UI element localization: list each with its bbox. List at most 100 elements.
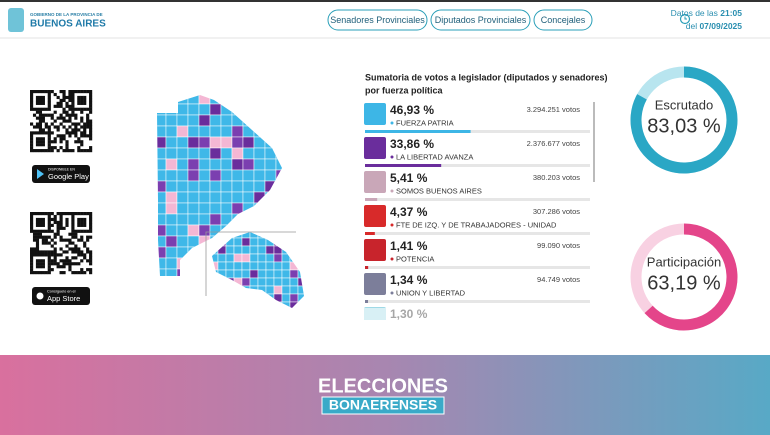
qr-cell [80, 119, 84, 123]
county [233, 301, 243, 308]
qr-cell [77, 140, 81, 144]
qr-cell [59, 140, 63, 144]
qr-cell [71, 235, 75, 239]
party-dot [390, 257, 394, 261]
county [165, 268, 178, 276]
county [289, 277, 299, 287]
county [289, 301, 299, 308]
qr-cell [44, 235, 48, 239]
county [297, 237, 304, 247]
qr-cell [38, 122, 43, 126]
apple-icon [36, 292, 44, 300]
qr-cell [80, 235, 84, 239]
qr-cell [68, 90, 72, 94]
county [297, 253, 304, 263]
county [187, 114, 200, 127]
scrollbar[interactable] [593, 102, 595, 182]
county [176, 147, 189, 160]
qr-cell [53, 241, 57, 245]
qr-cell [65, 212, 69, 216]
badge-bg[interactable] [32, 165, 90, 183]
qr-cell [89, 262, 93, 266]
qr-cell [30, 256, 34, 260]
county [225, 293, 235, 303]
qr-cell [65, 220, 69, 225]
qr-cell [47, 226, 51, 230]
county [241, 253, 251, 263]
qr-cell [53, 217, 57, 222]
gauge-arc [644, 223, 738, 331]
qr-cell [56, 262, 60, 266]
county [231, 213, 244, 226]
county [198, 169, 211, 182]
qr-cell [56, 220, 60, 225]
qr-cell [59, 134, 63, 138]
county [289, 293, 299, 303]
qr-cell [71, 128, 75, 132]
county [212, 293, 219, 303]
qr-cell [53, 125, 57, 129]
qr-cell [47, 95, 51, 100]
party-logo [364, 273, 386, 295]
play-icon [37, 169, 44, 179]
county [264, 224, 277, 237]
tab[interactable] [430, 9, 531, 31]
county [281, 301, 291, 308]
county [265, 285, 275, 295]
tab-label[interactable]: Senadores Provinciales [330, 15, 425, 25]
county [231, 114, 244, 127]
app-store-badge[interactable]: Consíguelo en el App Store [32, 287, 90, 305]
qr-cell [53, 214, 57, 219]
qr-cell [41, 265, 45, 269]
qr-cell [89, 122, 93, 126]
qr-cell [35, 110, 40, 114]
qr-cell [86, 119, 90, 123]
county [157, 224, 167, 237]
county [212, 269, 219, 279]
bar-track [365, 300, 590, 303]
qr-cell [68, 116, 72, 120]
county [231, 191, 244, 204]
county [242, 158, 255, 171]
qr-cell [41, 253, 45, 257]
qr-cell [89, 110, 93, 114]
qr-cell [30, 140, 34, 144]
county [257, 277, 267, 287]
qr-cell [71, 212, 75, 216]
bar-track [365, 334, 590, 337]
qr-cell [56, 149, 60, 153]
google-play-badge[interactable]: DISPONIBLE EN Google Play [32, 165, 90, 183]
county [231, 180, 244, 193]
tab-label[interactable]: Diputados Provinciales [435, 15, 527, 25]
county [275, 224, 282, 237]
county [281, 285, 291, 295]
county [289, 245, 299, 255]
bar-track [365, 164, 590, 167]
qr-cell [30, 226, 34, 230]
qr-cell [71, 104, 75, 108]
qr-cell [59, 98, 63, 103]
qr-cell [47, 140, 51, 144]
badge-bg[interactable] [32, 287, 90, 305]
county [176, 202, 189, 215]
party-name: LA LIBERTAD AVANZA [396, 152, 473, 161]
party-dot [390, 121, 394, 125]
tab-label[interactable]: Concejales [541, 15, 586, 25]
party-name: FUERZA PATRIA [396, 118, 454, 127]
qr-cell [38, 113, 43, 117]
qr-cell [35, 235, 40, 239]
party-dot [390, 189, 394, 193]
county [187, 246, 200, 259]
county [165, 114, 178, 127]
county [249, 293, 259, 303]
bar-track [365, 198, 590, 201]
county [264, 147, 277, 160]
qr-cell [77, 149, 81, 153]
qr-cell [77, 271, 81, 275]
qr-cell [83, 241, 87, 245]
qr-cell [80, 143, 84, 147]
qr-cell [68, 259, 72, 263]
tab[interactable] [327, 9, 428, 31]
tab[interactable] [533, 9, 593, 31]
qr-cell [38, 125, 43, 129]
